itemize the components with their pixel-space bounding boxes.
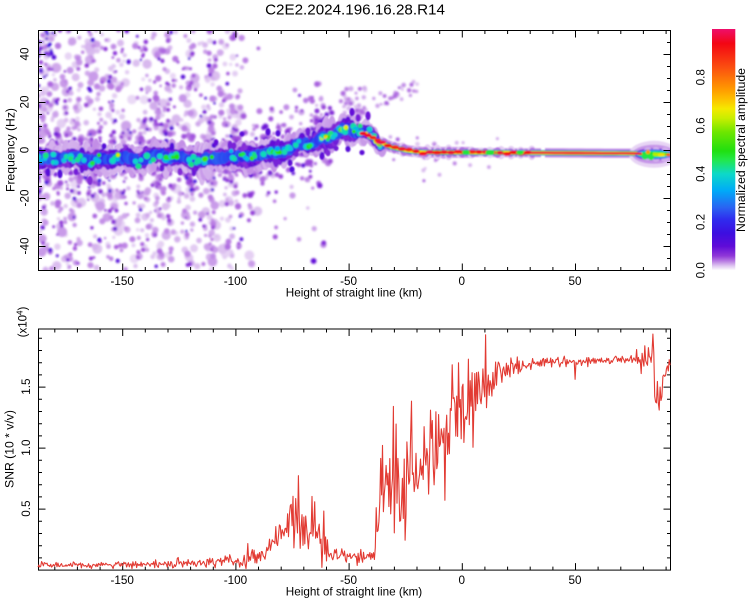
svg-text:0: 0 [459, 275, 466, 288]
svg-text:Height of straight line (km): Height of straight line (km) [286, 287, 423, 300]
svg-text:50: 50 [568, 574, 582, 587]
svg-text:1.0: 1.0 [20, 439, 33, 456]
svg-text:Frequency (Hz): Frequency (Hz) [4, 108, 18, 192]
svg-text:-40: -40 [19, 237, 32, 254]
svg-text:-50: -50 [340, 574, 357, 587]
svg-text:-50: -50 [340, 275, 357, 288]
svg-text:40: 40 [19, 47, 32, 61]
svg-text:0.5: 0.5 [20, 500, 33, 517]
svg-text:0.6: 0.6 [695, 117, 708, 133]
svg-text:0: 0 [459, 574, 466, 587]
svg-text:-20: -20 [19, 189, 32, 206]
svg-text:50: 50 [568, 275, 582, 288]
svg-text:Normalized spectral amplitude: Normalized spectral amplitude [734, 68, 748, 232]
svg-text:C2E2.2024.196.16.28.R14: C2E2.2024.196.16.28.R14 [265, 2, 445, 19]
svg-text:SNR (10 * v/v): SNR (10 * v/v) [3, 410, 17, 488]
svg-text:0.0: 0.0 [695, 262, 708, 279]
svg-text:1.5: 1.5 [20, 378, 33, 395]
svg-text:-150: -150 [110, 574, 134, 587]
svg-text:0.4: 0.4 [695, 165, 708, 182]
svg-text:-100: -100 [224, 574, 248, 587]
svg-text:0.8: 0.8 [695, 69, 708, 85]
svg-text:0: 0 [19, 146, 32, 153]
svg-text:Height of straight line (km): Height of straight line (km) [286, 586, 423, 599]
svg-text:(x104): (x104) [16, 307, 30, 338]
svg-text:-100: -100 [224, 275, 248, 288]
svg-text:-150: -150 [110, 275, 134, 288]
svg-text:20: 20 [19, 95, 32, 109]
svg-text:0.2: 0.2 [695, 214, 708, 230]
